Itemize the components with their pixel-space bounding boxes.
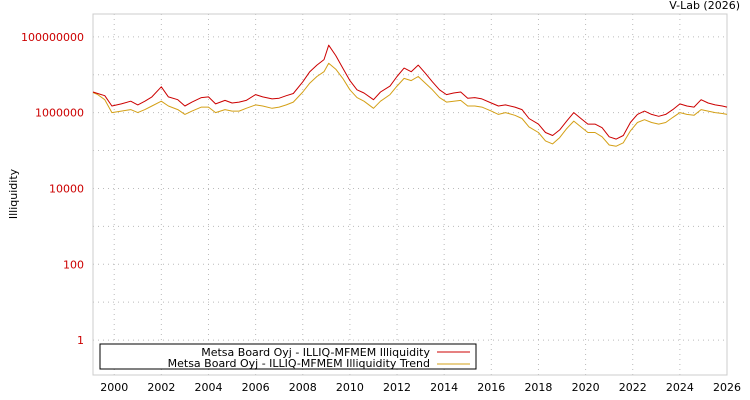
y-axis-ticks: 1 100 10000 1000000 100000000 xyxy=(21,31,84,347)
plot-area-border xyxy=(92,13,728,376)
x-tick-label: 2016 xyxy=(477,381,505,394)
series-line-illiquidity xyxy=(92,44,728,140)
legend-label-illiquidity: Metsa Board Oyj - ILLIQ-MFMEM Illiquidit… xyxy=(201,346,430,359)
x-tick-label: 2014 xyxy=(430,381,458,394)
x-tick-label: 2002 xyxy=(147,381,175,394)
x-axis-ticks: 2000 2002 2004 2006 2008 2010 2012 2014 2016 2018… xyxy=(100,381,741,394)
x-tick-label: 2012 xyxy=(383,381,411,394)
x-tick-label: 2026 xyxy=(713,381,741,394)
x-tick-label: 2020 xyxy=(572,381,600,394)
credit-label: V-Lab (2026) xyxy=(669,0,740,12)
y-tick-label: 100000000 xyxy=(21,31,84,44)
x-tick-label: 2000 xyxy=(100,381,128,394)
legend: Metsa Board Oyj - ILLIQ-MFMEM Illiquidit… xyxy=(99,343,477,370)
x-tick-label: 2004 xyxy=(194,381,222,394)
x-tick-label: 2008 xyxy=(289,381,317,394)
series-group xyxy=(92,44,728,147)
x-tick-label: 2010 xyxy=(336,381,364,394)
x-tick-label: 2018 xyxy=(524,381,552,394)
y-axis-title: Illiquidity xyxy=(7,168,20,219)
x-tick-label: 2006 xyxy=(242,381,270,394)
y-tick-label: 100 xyxy=(63,258,84,271)
y-tick-label: 10000 xyxy=(49,182,84,195)
x-tick-label: 2022 xyxy=(619,381,647,394)
series-line-illiquidity-trend xyxy=(92,62,728,147)
y-tick-label: 1 xyxy=(77,334,84,347)
legend-box xyxy=(99,343,477,370)
legend-label-trend: Metsa Board Oyj - ILLIQ-MFMEM Illiquidit… xyxy=(168,357,430,370)
x-tick-label: 2024 xyxy=(666,381,694,394)
y-tick-label: 1000000 xyxy=(35,107,84,120)
